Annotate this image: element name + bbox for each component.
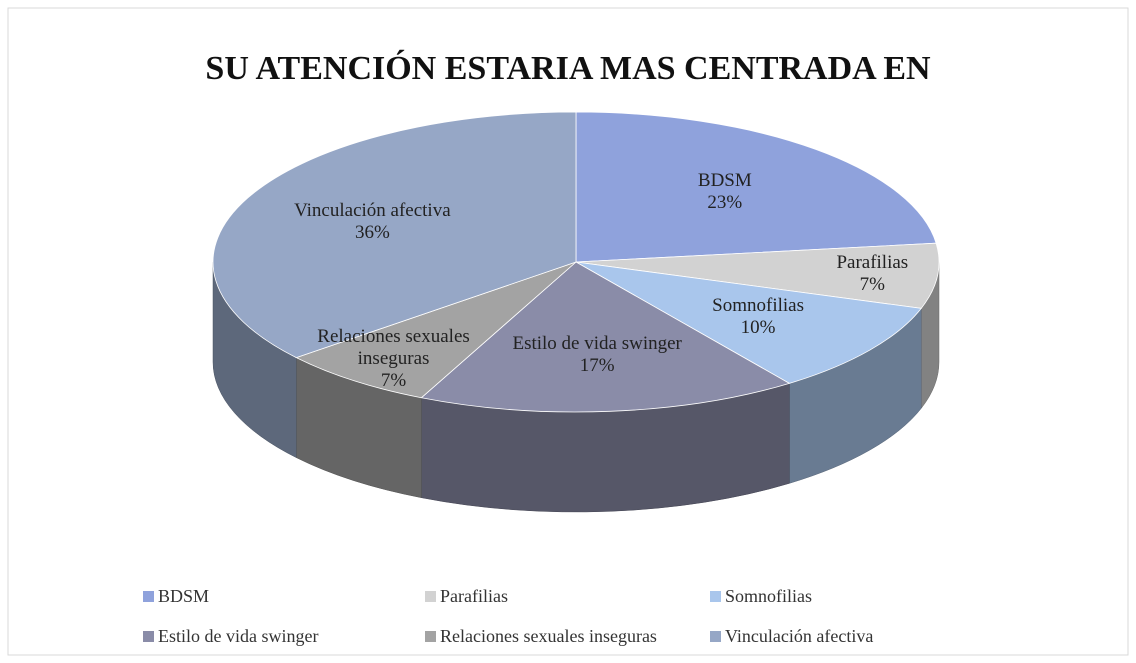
slice-category: Parafilias	[836, 251, 909, 273]
legend-item: BDSM	[143, 586, 209, 607]
pie-slice	[295, 261, 577, 399]
legend-item: Somnofilias	[710, 586, 812, 607]
legend-label: Somnofilias	[725, 586, 813, 606]
legend-swatch	[710, 631, 721, 642]
data-label: Somnofilias 10%	[658, 295, 858, 339]
legend-swatch	[143, 591, 154, 602]
legend-swatch	[425, 631, 436, 642]
legend-label: Estilo de vida swinger	[158, 626, 319, 646]
legend-item: Estilo de vida swinger	[143, 626, 318, 647]
legend-item: Parafilias	[425, 586, 508, 607]
legend-swatch	[710, 591, 721, 602]
legend-label: Vinculación afectiva	[725, 626, 874, 646]
slice-value: 17%	[579, 354, 615, 376]
slice-category: Relaciones sexuales inseguras	[317, 326, 470, 370]
slice-value: 7%	[859, 273, 885, 295]
pie-slice	[575, 261, 922, 384]
slice-category: BDSM	[697, 170, 752, 192]
pie-slice	[420, 261, 791, 413]
legend-label: BDSM	[158, 586, 210, 606]
slice-value: 36%	[354, 222, 390, 244]
pie-slice	[212, 111, 577, 359]
pie-slice	[575, 111, 937, 263]
legend-label: Relaciones sexuales inseguras	[440, 626, 657, 646]
data-label: Estilo de vida swinger 17%	[497, 333, 697, 377]
legend-item: Vinculación afectiva	[710, 626, 873, 647]
slice-category: Vinculación afectiva	[294, 200, 451, 222]
slice-value: 10%	[740, 316, 776, 338]
chart-title: SU ATENCIÓN ESTARIA MAS CENTRADA EN	[205, 50, 931, 87]
pie-slice	[575, 242, 940, 309]
slice-value: 7%	[380, 370, 407, 392]
legend-swatch	[143, 631, 154, 642]
data-label: Vinculación afectiva 36%	[272, 200, 472, 244]
slice-category: Somnofilias	[712, 294, 804, 316]
data-label: Parafilias 7%	[772, 252, 972, 296]
slice-category: Estilo de vida swinger	[512, 332, 682, 354]
data-label: Relaciones sexuales inseguras 7%	[294, 326, 494, 392]
legend-swatch	[425, 591, 436, 602]
legend-label: Parafilias	[440, 586, 508, 606]
slice-value: 23%	[707, 192, 743, 214]
data-label: BDSM 23%	[625, 170, 825, 214]
legend-item: Relaciones sexuales inseguras	[425, 626, 657, 647]
